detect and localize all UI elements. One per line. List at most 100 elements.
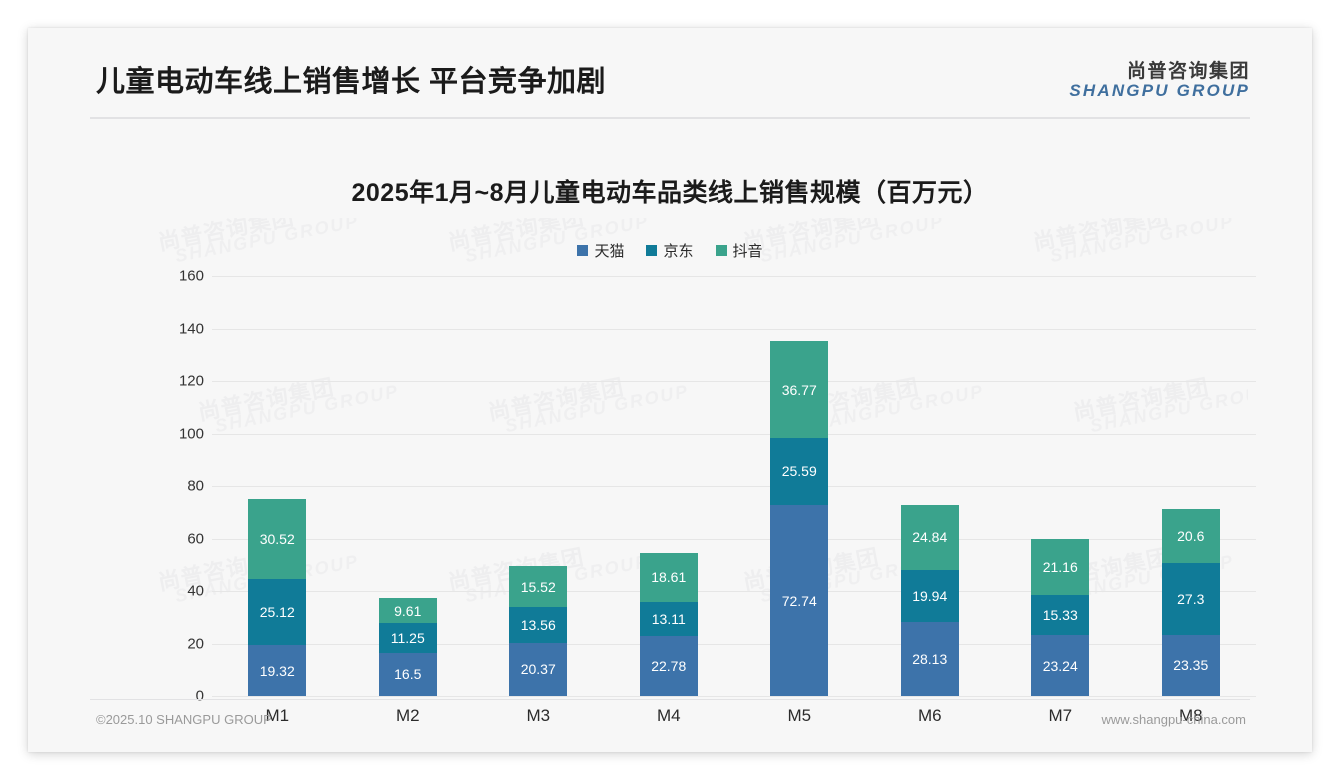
bar-column-M7[interactable]: 23.24 15.33 21.16 (995, 276, 1126, 696)
bar-value-label: 11.25 (390, 629, 425, 646)
bar-value-label: 20.37 (520, 661, 556, 678)
bar-segment-天猫[interactable]: 23.35 (1161, 634, 1220, 696)
bar-segment-抖音[interactable]: 36.77 (770, 341, 829, 438)
bar-value-label: 9.61 (394, 602, 422, 619)
footer-copyright: ©2025.10 SHANGPU GROUP (96, 712, 272, 727)
bar-segment-京东[interactable]: 19.94 (900, 569, 959, 623)
gridline (212, 276, 1256, 277)
bar-column-M5[interactable]: 72.74 25.59 36.77 (734, 276, 865, 696)
chart-title: 2025年1月~8月儿童电动车品类线上销售规模（百万元） (351, 179, 989, 207)
slide-header: 儿童电动车线上销售增长 平台竞争加剧 尚普咨询集团 SHANGPU GROUP (28, 28, 1312, 119)
bar-value-label: 20.6 (1177, 528, 1205, 545)
bar-segment-抖音[interactable]: 9.61 (378, 597, 437, 624)
bar-series-container: 19.32 25.12 30.52 16.5 11.25 9.61 20.37 13.56 15… (212, 276, 1256, 696)
bar-segment-天猫[interactable]: 20.37 (509, 642, 568, 696)
page-title: 儿童电动车线上销售增长 平台竞争加剧 (96, 66, 607, 98)
bar-column-M4[interactable]: 22.78 13.11 18.61 (604, 276, 735, 696)
x-axis-tick-label: M6 (917, 706, 942, 725)
bar-segment-抖音[interactable]: 20.6 (1161, 509, 1220, 564)
bar-value-label: 13.11 (651, 611, 686, 627)
footer-divider (90, 699, 1250, 700)
gridline (212, 486, 1256, 487)
y-axis-tick-label: 80 (187, 477, 204, 495)
y-axis-tick-label: 160 (178, 267, 204, 285)
x-axis-ticks: M1 M2 M3 M4 M5 M6 M7 M8 (212, 706, 1256, 726)
footer-website: www.shangpu-china.com (1101, 712, 1246, 727)
bar-value-label: 19.32 (259, 662, 295, 679)
bar-segment-天猫[interactable]: 23.24 (1031, 635, 1090, 696)
gridline (212, 591, 1256, 592)
legend-label: 天猫 (594, 243, 625, 260)
chart-legend: 天猫 京东 抖音 (28, 240, 1312, 261)
bar-value-label: 23.35 (1173, 657, 1209, 674)
x-axis-tick-label: M2 (395, 706, 420, 725)
bar-segment-京东[interactable]: 15.33 (1031, 594, 1090, 635)
bar-value-label: 36.77 (781, 381, 817, 398)
bar-stack: 28.13 19.94 24.84 (900, 504, 959, 696)
legend-item-天猫[interactable]: 天猫 (577, 240, 624, 261)
bar-value-label: 21.16 (1042, 559, 1078, 575)
bar-segment-京东[interactable]: 13.56 (509, 606, 568, 643)
bar-column-M6[interactable]: 28.13 19.94 24.84 (865, 276, 996, 696)
bar-segment-抖音[interactable]: 30.52 (248, 499, 307, 580)
bar-column-M3[interactable]: 20.37 13.56 15.52 (473, 276, 604, 696)
legend-item-京东[interactable]: 京东 (646, 240, 694, 261)
company-logo: 尚普咨询集团 SHANGPU GROUP (1069, 62, 1250, 100)
gridline (212, 433, 1256, 435)
bar-segment-京东[interactable]: 25.12 (248, 579, 307, 646)
bar-value-label: 24.84 (912, 529, 948, 546)
logo-text-cn: 尚普咨询集团 (1126, 61, 1250, 82)
bar-value-label: 23.24 (1042, 657, 1078, 674)
bar-segment-抖音[interactable]: 15.52 (509, 566, 568, 607)
y-axis-tick-label: 40 (187, 582, 204, 600)
bar-segment-抖音[interactable]: 21.16 (1031, 539, 1090, 595)
legend-item-抖音[interactable]: 抖音 (715, 240, 763, 261)
header-divider (90, 117, 1250, 119)
bar-stack: 23.24 15.33 21.16 (1031, 539, 1090, 696)
bar-segment-天猫[interactable]: 22.78 (639, 636, 698, 696)
x-axis-tick-label: M5 (787, 706, 812, 725)
bar-segment-天猫[interactable]: 19.32 (248, 645, 307, 696)
bar-value-label: 18.61 (651, 569, 687, 586)
x-axis-tick-label: M4 (656, 706, 681, 725)
y-axis-tick-label: 20 (187, 635, 204, 652)
bar-segment-抖音[interactable]: 24.84 (900, 504, 959, 570)
slide-canvas: 尚普咨询集团 SHANGPU GROUP 尚普咨询集团 SHANGPU GROUP 尚普… (28, 28, 1312, 752)
bar-value-label: 15.33 (1042, 606, 1078, 623)
legend-swatch-icon (715, 245, 727, 256)
bar-value-label: 25.12 (259, 604, 295, 621)
gridline (212, 328, 1256, 330)
bar-stack: 19.32 25.12 30.52 (248, 499, 307, 696)
bar-stack: 22.78 13.11 18.61 (639, 552, 698, 696)
bar-segment-抖音[interactable]: 18.61 (639, 552, 698, 602)
bar-segment-天猫[interactable]: 16.5 (378, 652, 437, 696)
y-axis-tick-label: 120 (178, 372, 204, 390)
x-axis-tick-label: M7 (1048, 706, 1073, 725)
gridline (212, 538, 1256, 540)
gridline (212, 381, 1256, 382)
x-axis-tick-label: M3 (526, 706, 551, 725)
legend-swatch-icon (577, 245, 589, 256)
bar-segment-京东[interactable]: 27.3 (1161, 563, 1220, 635)
bar-value-label: 27.3 (1177, 590, 1205, 607)
legend-label: 京东 (663, 243, 694, 260)
bar-value-label: 72.74 (781, 592, 817, 609)
chart-plot-area: 0 20 40 60 80 100 120 140 160 19.32 25.12 30.52 16.… (166, 268, 1256, 705)
bar-column-M1[interactable]: 19.32 25.12 30.52 (212, 276, 343, 696)
x-axis-tick-label: M1 (265, 706, 290, 725)
bar-value-label: 30.52 (259, 531, 295, 548)
bar-column-M2[interactable]: 16.5 11.25 9.61 (343, 276, 474, 696)
bar-value-label: 19.94 (912, 588, 948, 604)
bar-segment-天猫[interactable]: 28.13 (900, 622, 959, 696)
bar-segment-天猫[interactable]: 72.74 (770, 505, 829, 696)
bar-value-label: 25.59 (781, 463, 817, 480)
gridline (212, 696, 1256, 697)
y-axis-tick-label: 60 (187, 530, 204, 547)
logo-text-en: SHANGPU GROUP (1069, 80, 1250, 100)
bar-stack: 16.5 11.25 9.61 (378, 597, 437, 696)
bar-column-M8[interactable]: 23.35 27.3 20.6 (1126, 276, 1257, 696)
y-axis-tick-label: 100 (178, 425, 204, 442)
bar-segment-京东[interactable]: 11.25 (378, 623, 437, 653)
bar-segment-京东[interactable]: 25.59 (770, 437, 829, 506)
bar-segment-京东[interactable]: 13.11 (639, 601, 698, 637)
